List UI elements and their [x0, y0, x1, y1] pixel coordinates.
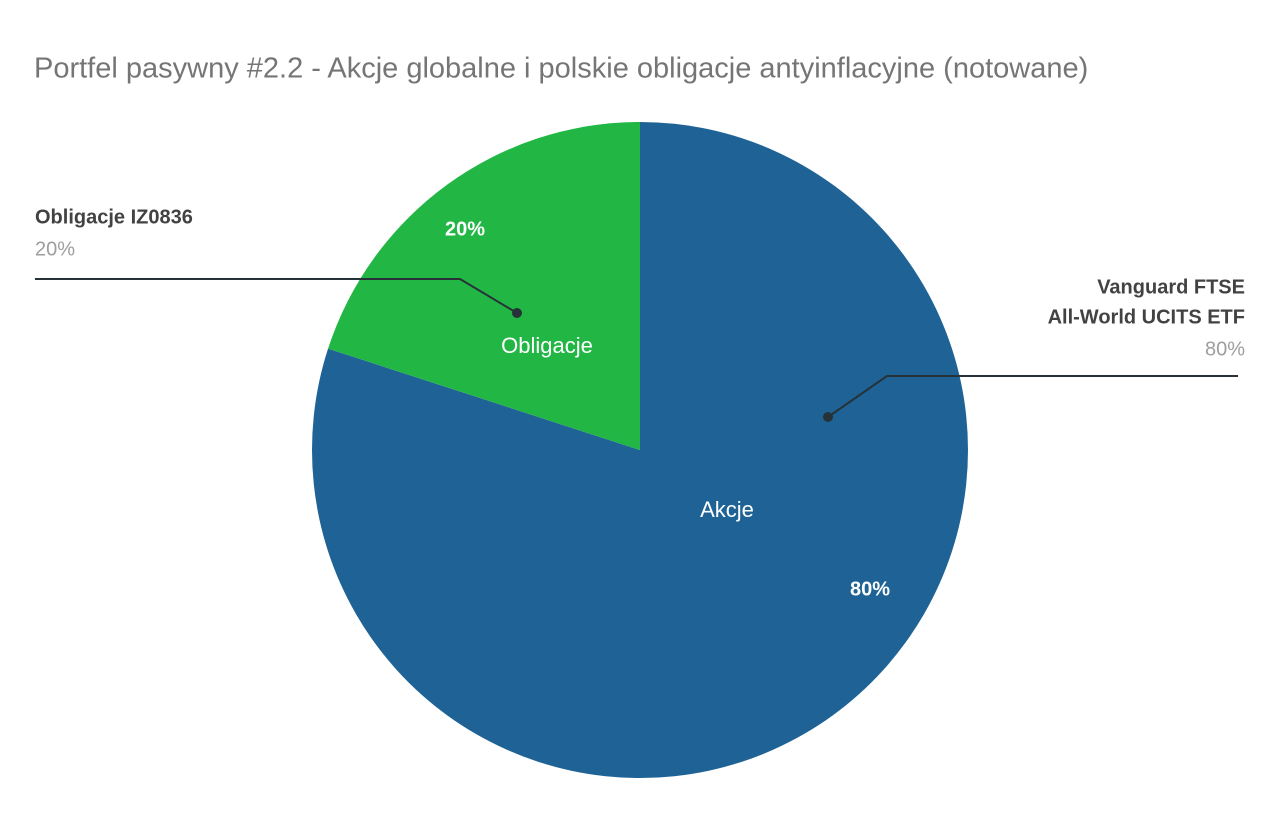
slice-label: Akcje	[700, 497, 754, 522]
callout-value: 80%	[1205, 338, 1245, 360]
callout-name: Vanguard FTSE	[1097, 276, 1245, 298]
chart-title: Portfel pasywny #2.2 - Akcje globalne i …	[34, 53, 1088, 85]
slice-label: Obligacje	[501, 333, 593, 358]
callout-dot	[823, 412, 833, 422]
callout-value: 20%	[35, 238, 75, 260]
slice-value-label: 20%	[445, 218, 485, 240]
callout-dot	[512, 308, 522, 318]
slice-value-label: 80%	[850, 578, 890, 600]
callout-line	[35, 278, 518, 314]
callout-line	[827, 375, 1238, 418]
callout-name: Obligacje IZ0836	[35, 206, 193, 228]
callout-name: All-World UCITS ETF	[1048, 306, 1245, 328]
pie-slice	[328, 122, 640, 450]
